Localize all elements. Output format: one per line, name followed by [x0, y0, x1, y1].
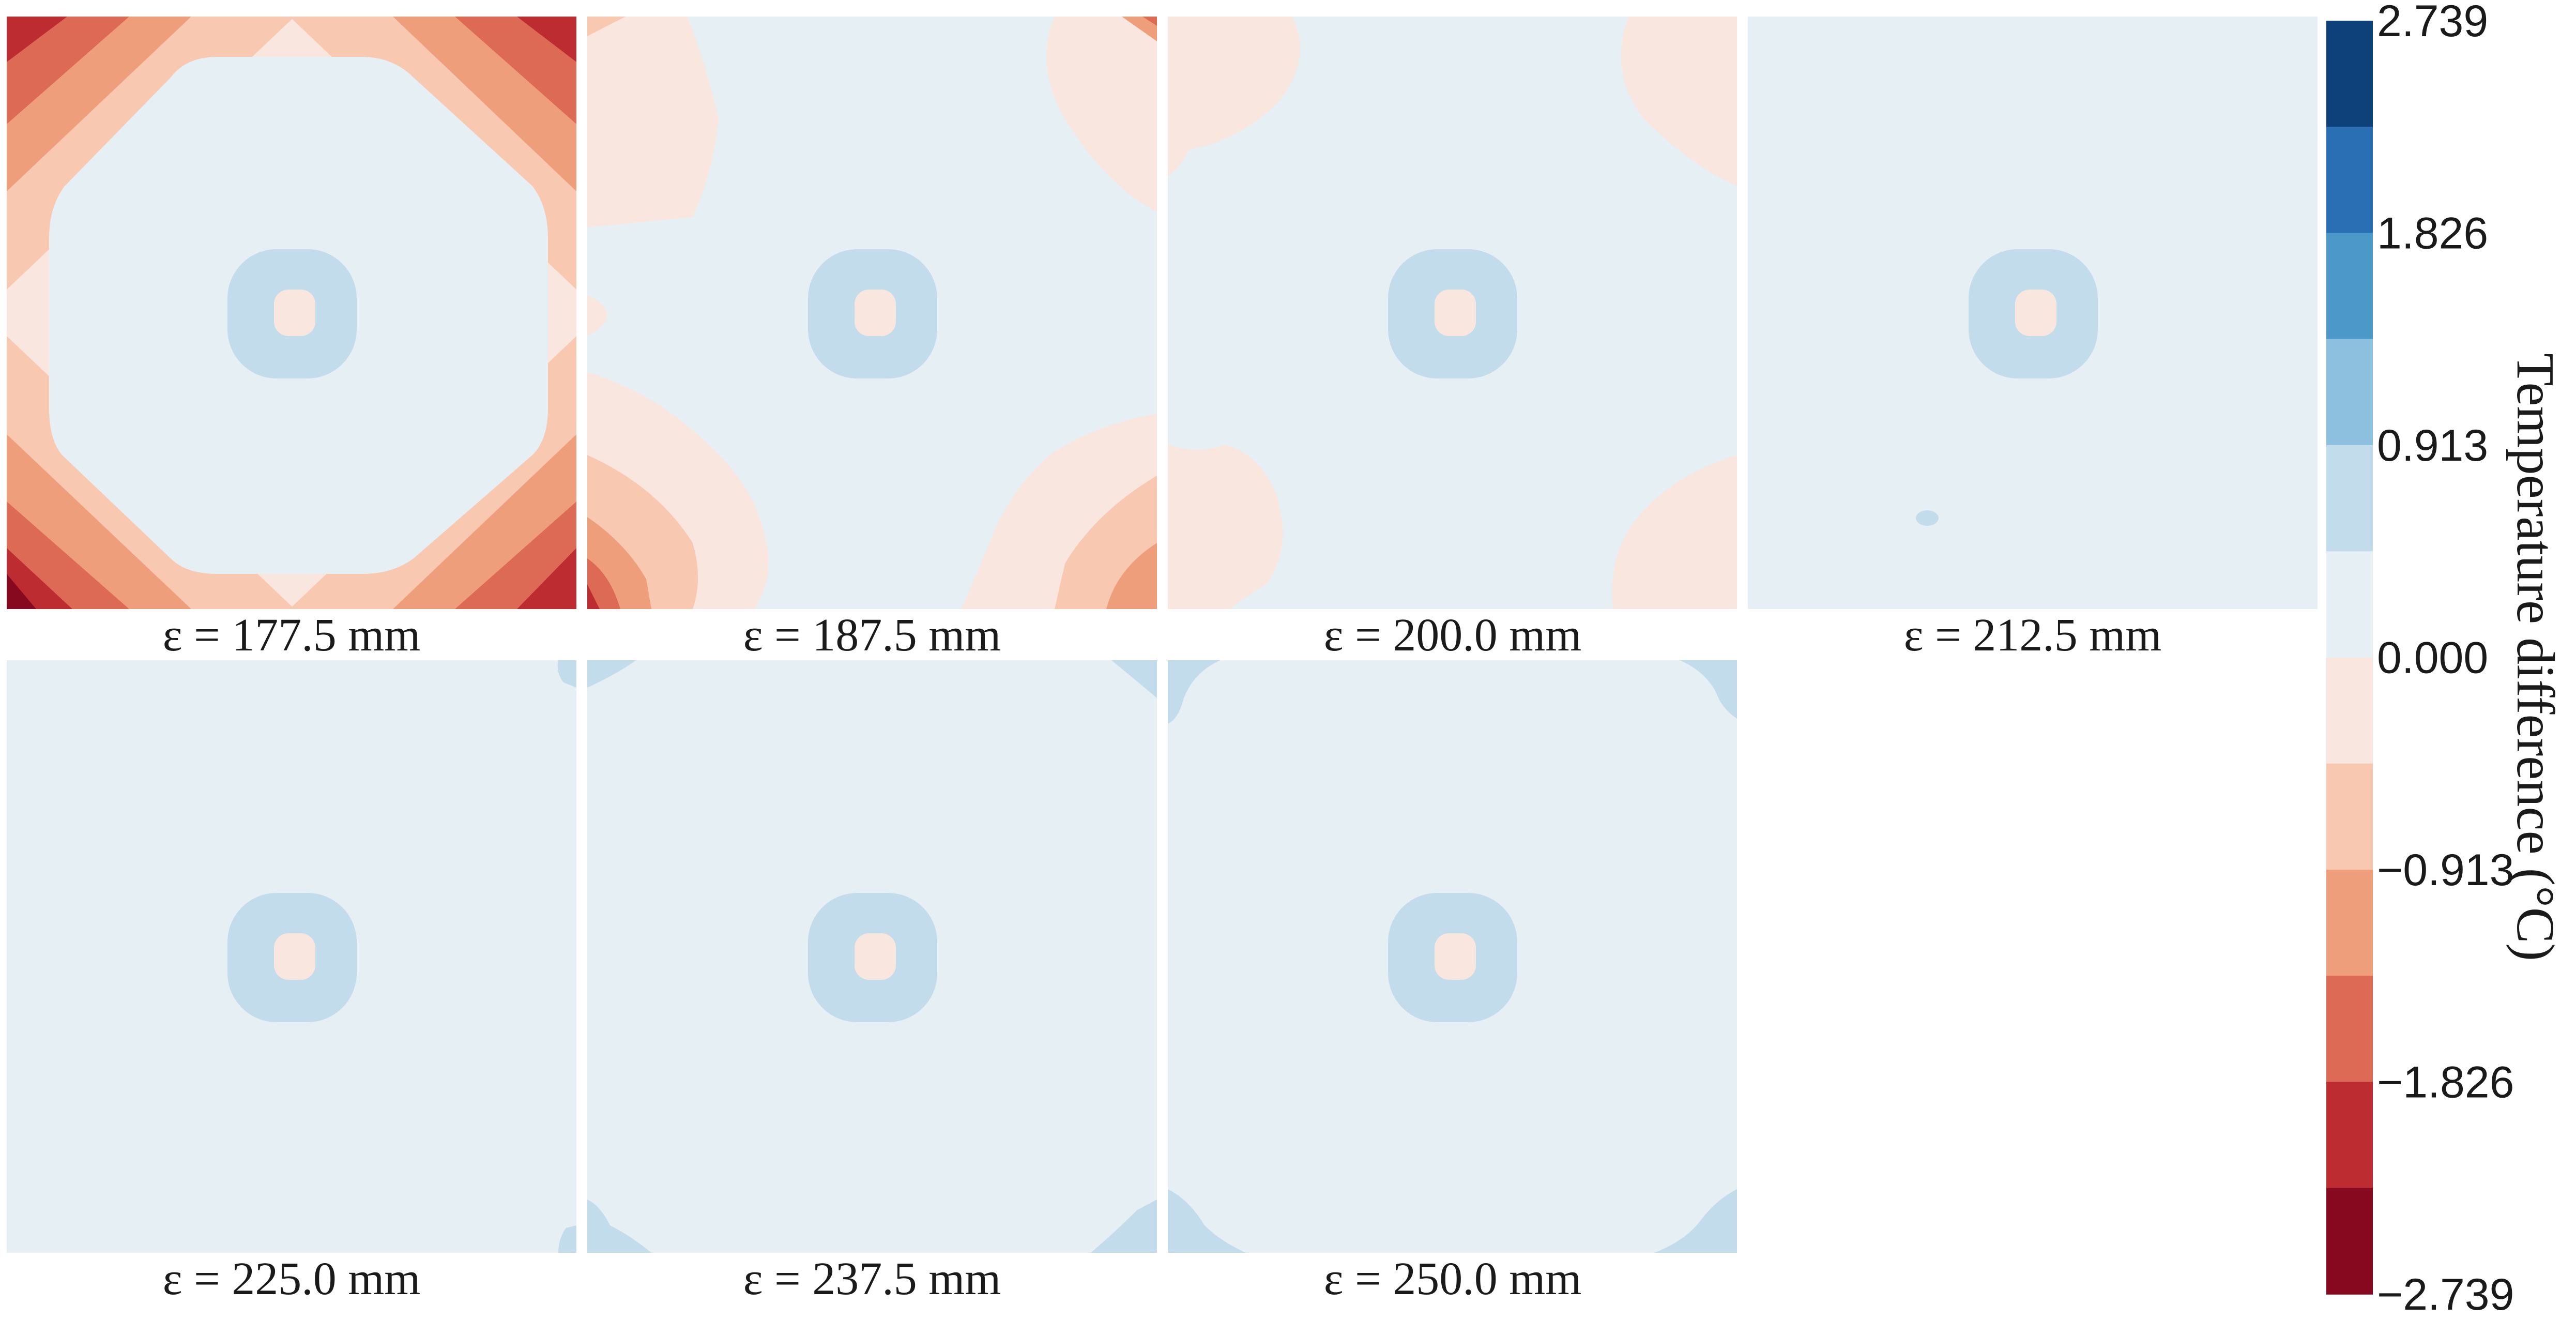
contour-panel-7	[1168, 660, 1737, 1253]
contour-panel-3	[1168, 17, 1737, 609]
corner-spot	[1168, 1189, 1246, 1253]
core	[855, 933, 896, 980]
colorbar-level	[2326, 127, 2373, 234]
colorbar-label: Temperature difference (°C)	[2506, 353, 2565, 961]
panel-label: ε = 177.5 mm	[163, 610, 421, 661]
corner-spot	[587, 660, 636, 688]
panel-label: ε = 225.0 mm	[163, 1253, 421, 1304]
colorbar-level	[2326, 870, 2373, 977]
panel-label: ε = 212.5 mm	[1904, 610, 2162, 661]
colorbar-tick-label: 0.913	[2377, 421, 2488, 471]
colorbar-ticks: 2.739 1.826 0.913 0.000 −0.913 −1.826 −2.739	[2377, 0, 2514, 1319]
colorbar	[2326, 21, 2373, 1295]
colorbar-level	[2326, 339, 2373, 446]
colorbar-tick-label: −0.913	[2377, 845, 2514, 895]
colorbar-level	[2326, 1082, 2373, 1189]
colorbar-level	[2326, 233, 2373, 340]
corner-spot	[557, 660, 576, 688]
panel-label: ε = 187.5 mm	[743, 610, 1001, 661]
colorbar-tick-label: −2.739	[2377, 1270, 2514, 1319]
panel-label: ε = 237.5 mm	[743, 1253, 1001, 1304]
contour-panel-5	[7, 660, 576, 1253]
core	[274, 933, 315, 980]
core	[855, 290, 896, 336]
colorbar-level	[2326, 763, 2373, 870]
contour-panel-4	[1748, 17, 2318, 609]
core	[2015, 290, 2056, 336]
small-spot	[1916, 510, 1939, 526]
corner-spot	[1168, 660, 1220, 724]
colorbar-level	[2326, 1188, 2373, 1295]
colorbar-level	[2326, 21, 2373, 128]
corner-spot	[1111, 660, 1157, 698]
contour-panel-2	[587, 17, 1157, 609]
corner-spot	[587, 1200, 651, 1253]
colorbar-tick-label: 2.739	[2377, 0, 2488, 46]
colorbar-level	[2326, 976, 2373, 1083]
corner-spot	[1091, 1200, 1157, 1253]
core	[1435, 933, 1476, 980]
colorbar-level	[2326, 657, 2373, 764]
panel-label: ε = 200.0 mm	[1324, 610, 1582, 661]
colorbar-tick-label: −1.826	[2377, 1058, 2514, 1107]
panel-label: ε = 250.0 mm	[1324, 1253, 1582, 1304]
core	[1435, 290, 1476, 336]
colorbar-level	[2326, 551, 2373, 658]
corner-spot	[1654, 1189, 1737, 1253]
colorbar-tick-label: 1.826	[2377, 209, 2488, 259]
corner-spot	[558, 1225, 576, 1253]
colorbar-level	[2326, 445, 2373, 552]
colorbar-tick-label: 0.000	[2377, 633, 2488, 683]
corner-spot	[1680, 660, 1737, 719]
core	[274, 290, 315, 336]
contour-panel-1	[7, 17, 576, 609]
corner-levels	[587, 17, 1157, 609]
contour-panel-6	[587, 660, 1157, 1253]
corner-levels	[1168, 17, 1737, 609]
